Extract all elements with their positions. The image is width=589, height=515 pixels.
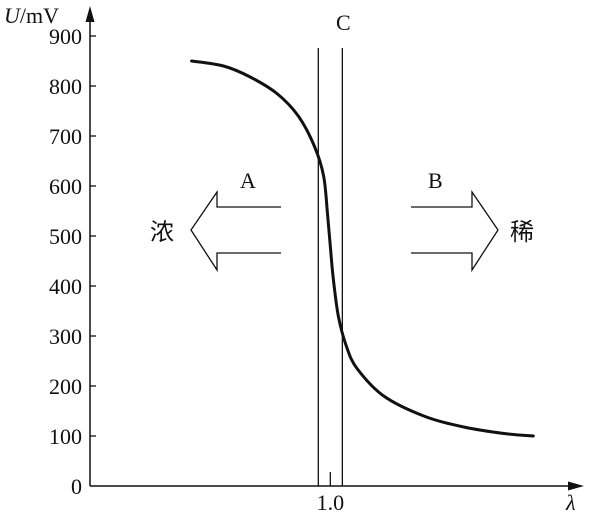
right-arrow-letter: B [428,168,443,193]
y-tick-label: 600 [49,174,82,199]
region-c-label: C [336,10,351,35]
y-axis-title: U/mV [4,3,59,28]
right-arrow-word: 稀 [510,218,534,246]
left-arrow-shape [190,189,281,273]
y-tick-label: 0 [71,474,82,499]
y-tick-label: 200 [49,374,82,399]
left-arrow-letter: A [240,168,256,193]
y-axis-variable: U [4,3,22,28]
y-axis-arrowhead [85,6,95,22]
x-ticks: 1.0 [317,472,345,515]
y-tick-label: 800 [49,74,82,99]
y-tick-label: 900 [49,24,82,49]
y-axis-unit: /mV [20,3,59,28]
x-axis [90,481,584,491]
y-tick-label: 400 [49,274,82,299]
x-axis-title: λ [565,490,576,515]
y-ticks: 0 100 200 300 400 500 600 700 800 900 [49,24,96,499]
right-arrow-shape [411,189,499,273]
y-axis [85,6,95,486]
y-tick-label: 100 [49,424,82,449]
series-layer [190,59,535,438]
x-axis-arrowhead [568,481,584,491]
left-arrow: A 浓 [150,168,281,273]
region-c-boundaries [317,48,343,486]
right-arrow: B 稀 [411,168,534,273]
y-tick-label: 500 [49,224,82,249]
x-tick-label: 1.0 [317,490,345,515]
y-tick-label: 300 [49,324,82,349]
series-line [190,59,535,438]
y-tick-label: 700 [49,124,82,149]
left-arrow-word: 浓 [150,218,174,246]
